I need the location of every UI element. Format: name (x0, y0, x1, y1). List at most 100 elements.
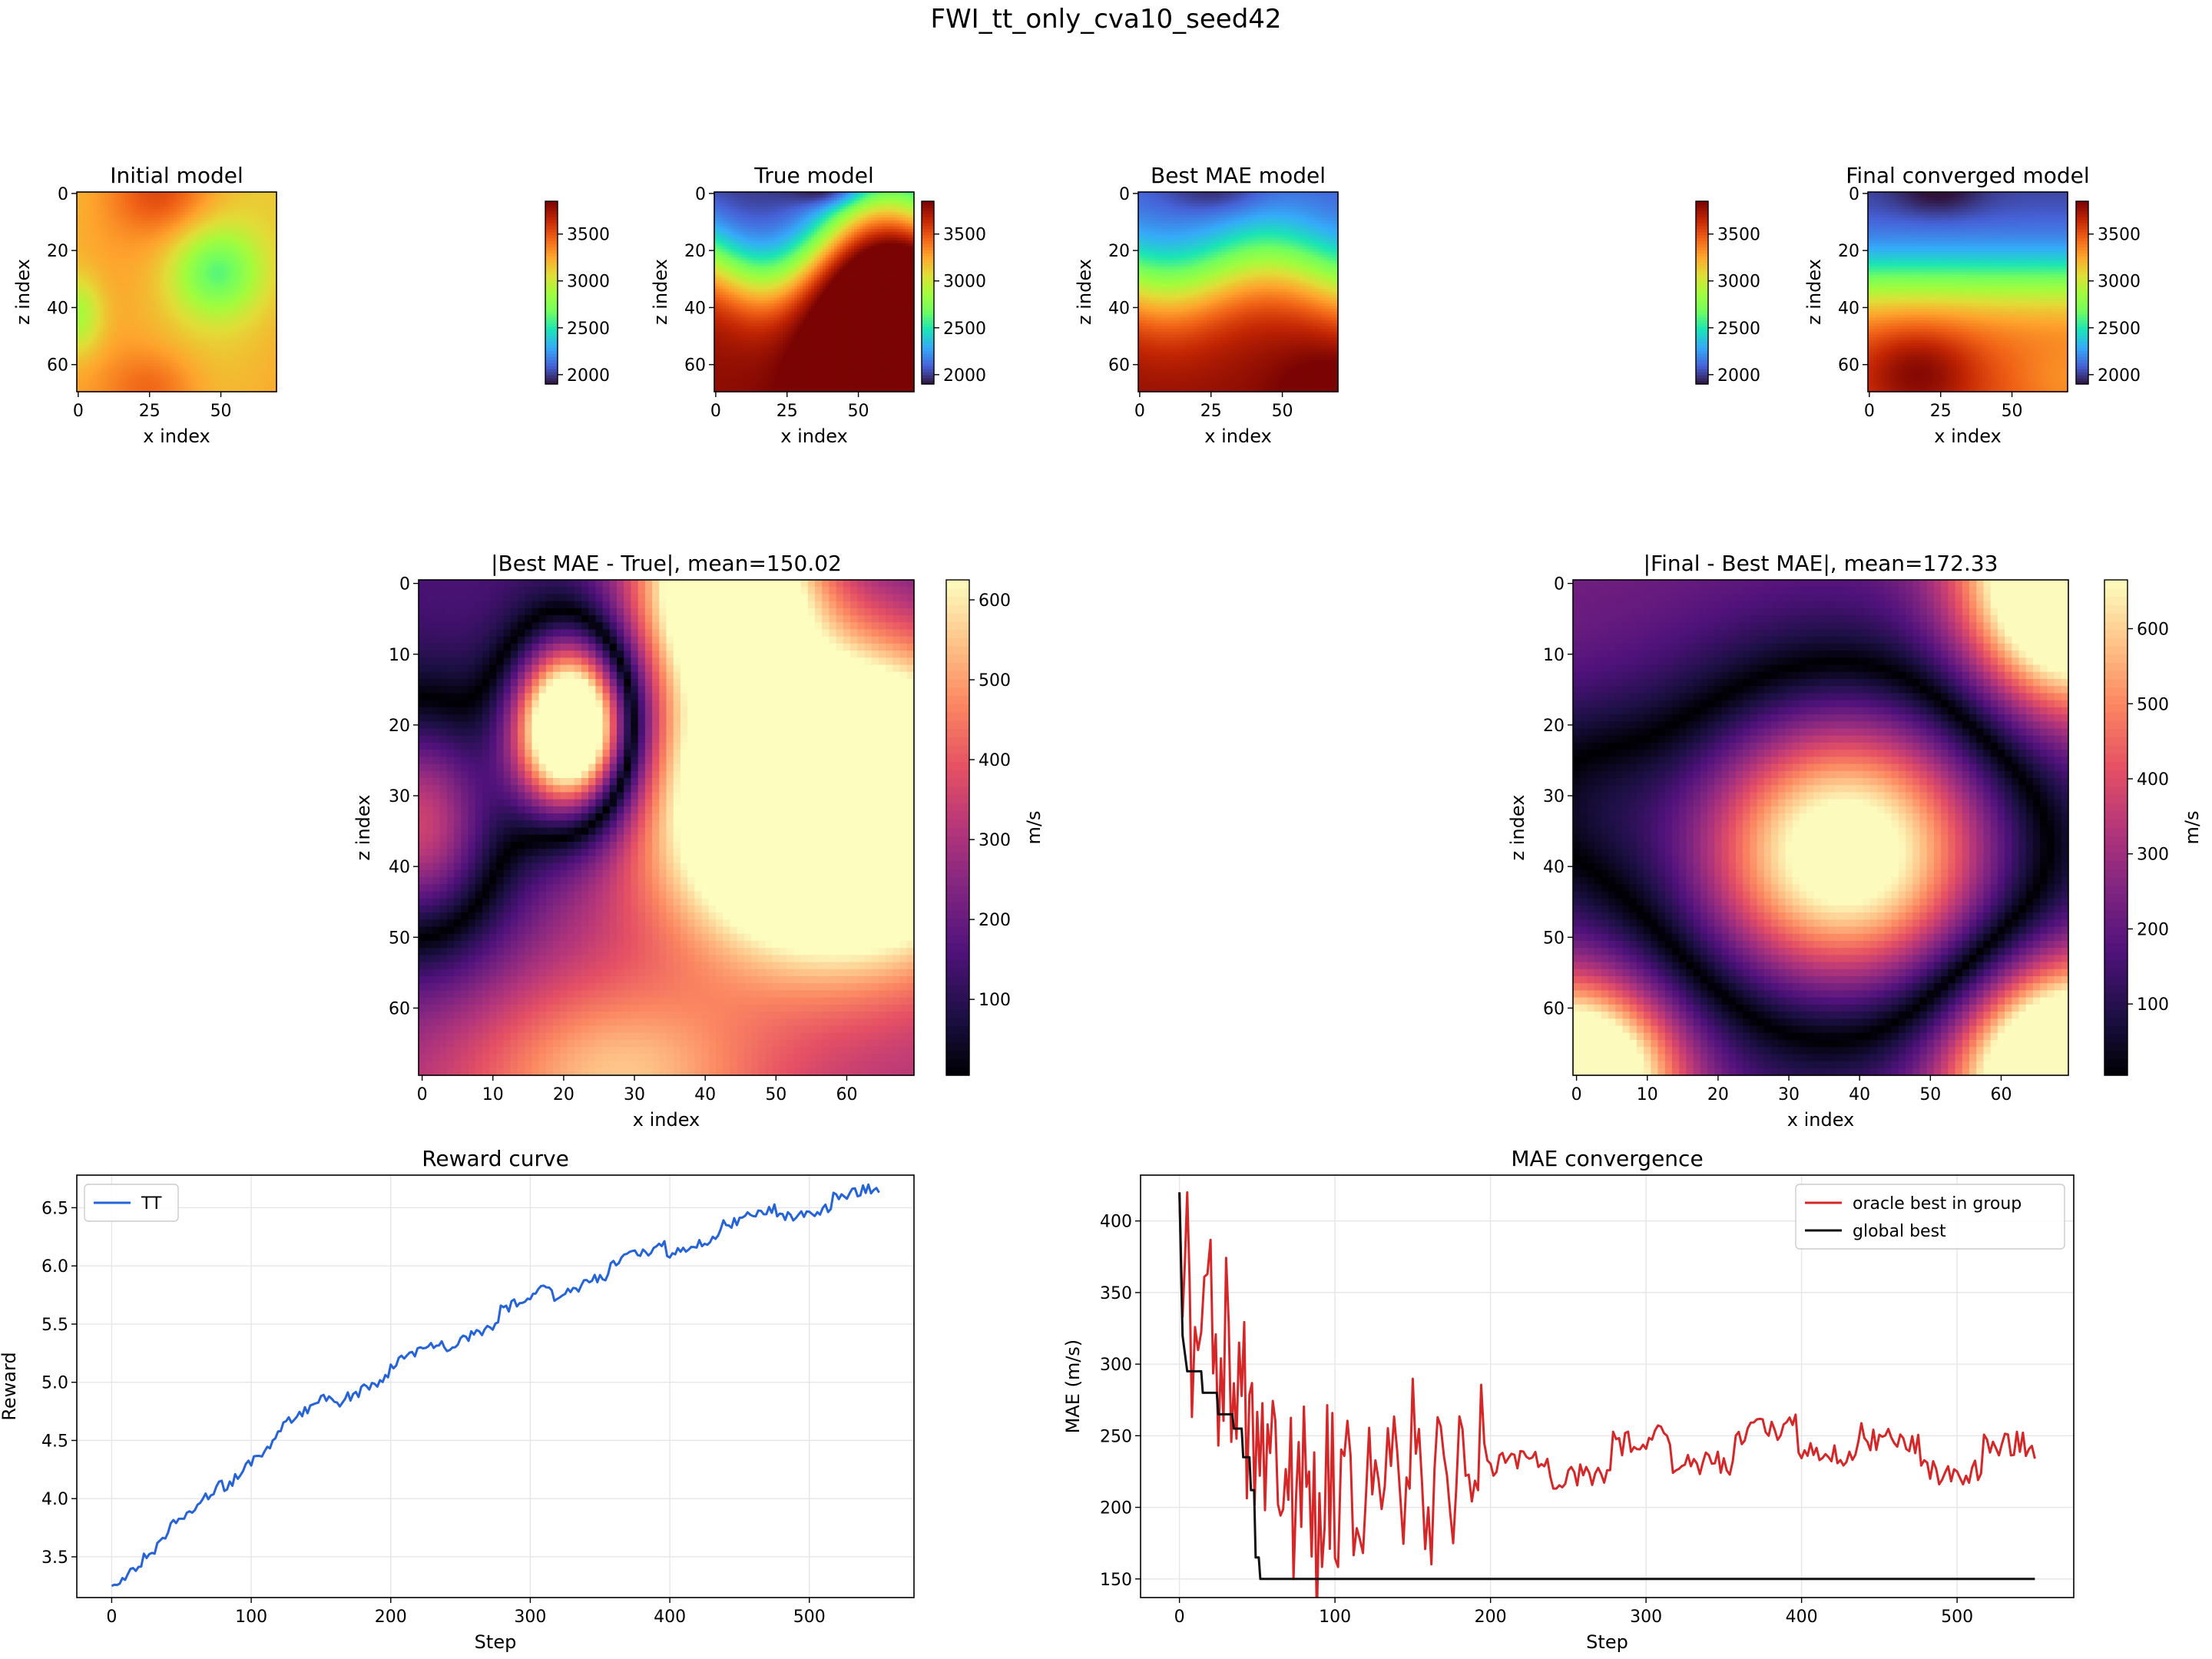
heatmap-cell (225, 212, 228, 215)
heatmap-cell (185, 300, 188, 303)
heatmap-cell (148, 295, 151, 298)
heatmap-cell (208, 286, 211, 290)
heatmap-cell (245, 200, 248, 204)
heatmap-cell (220, 227, 223, 230)
heatmap-cell (237, 263, 240, 267)
heatmap-cell (142, 283, 145, 286)
heatmap-cell (260, 200, 263, 204)
heatmap-cell (162, 386, 165, 389)
heatmap-cell (88, 229, 91, 232)
heatmap-cell (208, 280, 211, 283)
heatmap-cell (180, 309, 183, 312)
heatmap-cell (260, 247, 263, 250)
heatmap-cell (94, 352, 97, 355)
heatmap-cell (80, 252, 83, 255)
colorbar-segment (545, 302, 558, 306)
heatmap-cell (268, 352, 271, 355)
heatmap-cell (151, 240, 154, 243)
heatmap-cell (248, 309, 251, 312)
heatmap-cell (228, 227, 231, 230)
heatmap-cell (180, 372, 183, 375)
heatmap-cell (105, 383, 108, 386)
heatmap-cell (180, 360, 183, 363)
heatmap-cell (114, 377, 117, 380)
heatmap-cell (168, 269, 171, 272)
heatmap-cell (105, 243, 108, 247)
heatmap-cell (257, 343, 260, 346)
heatmap-cell (194, 257, 197, 260)
heatmap-cell (191, 257, 194, 260)
heatmap-cell (228, 249, 231, 252)
heatmap-cell (214, 252, 217, 255)
heatmap-cell (82, 204, 85, 207)
heatmap-cell (108, 289, 111, 292)
heatmap-cell (140, 332, 143, 335)
heatmap-cell (185, 207, 188, 210)
heatmap-cell (200, 224, 203, 227)
heatmap-cell (91, 212, 94, 215)
heatmap-cell (253, 332, 257, 335)
heatmap-cell (237, 315, 240, 318)
heatmap-cell (182, 249, 185, 252)
heatmap-cell (248, 289, 251, 292)
heatmap-cell (120, 235, 123, 238)
heatmap-cell (245, 195, 248, 198)
heatmap-cell (97, 195, 100, 198)
heatmap-cell (248, 332, 251, 335)
heatmap-cell (225, 277, 228, 280)
heatmap-cell (271, 286, 274, 290)
heatmap-cell (165, 224, 168, 227)
heatmap-cell (154, 212, 157, 215)
heatmap-cell (237, 349, 240, 352)
heatmap-cell (131, 207, 134, 210)
heatmap-cell (91, 224, 94, 227)
heatmap-cell (253, 237, 257, 240)
heatmap-cell (248, 295, 251, 298)
heatmap-cell (154, 257, 157, 260)
heatmap-cell (220, 249, 223, 252)
heatmap-cell (94, 303, 97, 306)
heatmap-cell (100, 315, 103, 318)
heatmap-cell (82, 237, 85, 240)
heatmap-cell (188, 204, 191, 207)
heatmap-cell (251, 355, 254, 358)
heatmap-cell (160, 352, 163, 355)
heatmap-cell (180, 280, 183, 283)
heatmap-cell (180, 277, 183, 280)
heatmap-cell (111, 195, 114, 198)
heatmap-cell (202, 383, 205, 386)
heatmap-cell (200, 369, 203, 372)
heatmap-cell (177, 332, 180, 335)
heatmap-cell (253, 197, 257, 200)
heatmap-cell (228, 357, 231, 360)
heatmap-cell (140, 346, 143, 349)
heatmap-cell (105, 272, 108, 275)
heatmap-cell (100, 349, 103, 352)
heatmap-cell (94, 312, 97, 315)
heatmap-cell (194, 292, 197, 295)
heatmap-cell (122, 217, 125, 220)
heatmap-cell (165, 215, 168, 218)
heatmap-cell (160, 355, 163, 358)
heatmap-cell (202, 309, 205, 312)
heatmap-cell (208, 224, 211, 227)
heatmap-cell (145, 326, 148, 329)
heatmap-cell (108, 352, 111, 355)
heatmap-cell (271, 224, 274, 227)
heatmap-cell (265, 317, 268, 320)
heatmap-cell (122, 227, 125, 230)
heatmap-cell (157, 306, 160, 310)
heatmap-cell (185, 195, 188, 198)
heatmap-cell (182, 300, 185, 303)
heatmap-cell (248, 375, 251, 378)
heatmap-cell (194, 312, 197, 315)
heatmap-cell (82, 272, 85, 275)
heatmap-cell (191, 249, 194, 252)
heatmap-cell (134, 323, 137, 326)
heatmap-cell (177, 369, 180, 372)
heatmap-cell (220, 349, 223, 352)
heatmap-cell (102, 272, 105, 275)
heatmap-cell (97, 335, 100, 338)
heatmap-cell (168, 280, 171, 283)
heatmap-cell (231, 355, 234, 358)
